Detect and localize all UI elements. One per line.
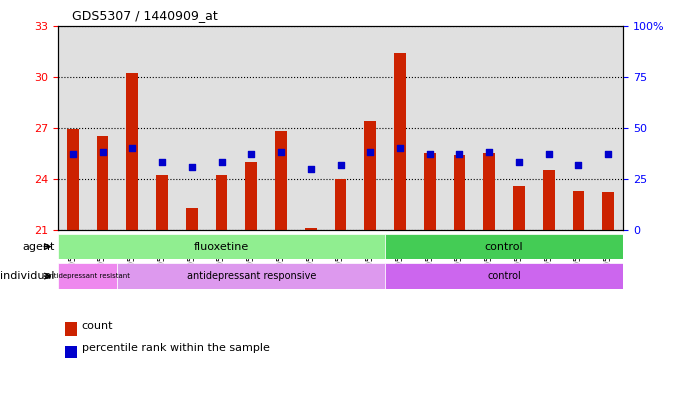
Bar xyxy=(475,26,504,230)
Bar xyxy=(58,263,117,289)
Point xyxy=(276,149,287,155)
Bar xyxy=(602,193,614,230)
Bar xyxy=(147,26,177,230)
Point xyxy=(424,151,435,158)
Bar xyxy=(484,153,495,230)
Text: control: control xyxy=(485,242,524,252)
Text: GDS5307 / 1440909_at: GDS5307 / 1440909_at xyxy=(72,9,217,22)
Text: control: control xyxy=(487,271,521,281)
Bar xyxy=(424,153,436,230)
Bar xyxy=(305,228,317,230)
Text: antidepressant responsive: antidepressant responsive xyxy=(187,271,316,281)
Text: antidepressant resistant: antidepressant resistant xyxy=(45,273,130,279)
Bar xyxy=(454,155,465,230)
Point xyxy=(513,159,524,165)
Point xyxy=(603,151,614,158)
Text: individual: individual xyxy=(0,271,54,281)
Bar xyxy=(97,136,108,230)
Point xyxy=(216,159,227,165)
Bar xyxy=(415,26,445,230)
Bar xyxy=(245,162,257,230)
Bar xyxy=(394,53,406,230)
Point xyxy=(394,145,405,151)
Bar xyxy=(296,26,326,230)
Bar xyxy=(385,263,623,289)
Point xyxy=(187,163,197,170)
Point xyxy=(97,149,108,155)
Bar xyxy=(67,129,79,230)
Bar xyxy=(156,175,168,230)
Bar xyxy=(573,191,584,230)
Bar xyxy=(88,26,117,230)
Point xyxy=(335,162,346,168)
Point xyxy=(127,145,138,151)
Point xyxy=(365,149,376,155)
Point xyxy=(67,151,78,158)
Bar xyxy=(504,26,534,230)
Bar xyxy=(117,26,147,230)
Text: agent: agent xyxy=(22,242,54,252)
Bar xyxy=(513,185,525,230)
Bar xyxy=(126,73,138,230)
Bar xyxy=(117,263,385,289)
Bar xyxy=(355,26,385,230)
Point xyxy=(573,162,584,168)
Point xyxy=(305,165,316,172)
Bar xyxy=(564,26,593,230)
Point xyxy=(543,151,554,158)
Bar xyxy=(326,26,355,230)
Bar xyxy=(364,121,376,230)
Bar xyxy=(275,131,287,230)
Point xyxy=(246,151,257,158)
Bar xyxy=(334,179,347,230)
Bar xyxy=(236,26,266,230)
Point xyxy=(484,149,494,155)
Point xyxy=(157,159,168,165)
Bar xyxy=(385,234,623,259)
Text: count: count xyxy=(82,321,113,331)
Bar xyxy=(445,26,475,230)
Bar xyxy=(58,234,385,259)
Bar xyxy=(206,26,236,230)
Bar xyxy=(593,26,623,230)
Text: percentile rank within the sample: percentile rank within the sample xyxy=(82,343,270,353)
Text: fluoxetine: fluoxetine xyxy=(194,242,249,252)
Bar xyxy=(58,26,88,230)
Bar xyxy=(385,26,415,230)
Bar xyxy=(266,26,296,230)
Bar xyxy=(543,170,555,230)
Bar xyxy=(534,26,564,230)
Bar xyxy=(216,175,227,230)
Bar xyxy=(177,26,206,230)
Point xyxy=(454,151,465,158)
Bar xyxy=(186,208,197,230)
